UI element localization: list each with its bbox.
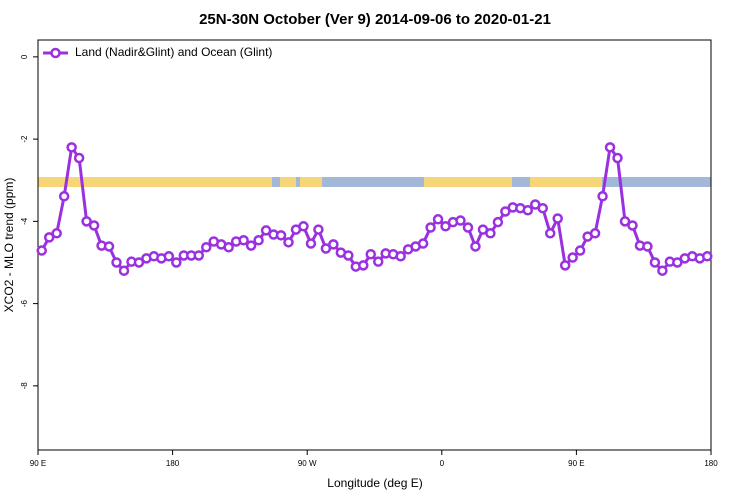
x-tick-label: 90 W: [298, 459, 317, 468]
data-point: [627, 220, 638, 231]
y-tick-label: -4: [20, 217, 29, 225]
y-tick-label: -6: [20, 299, 29, 307]
data-point: [470, 241, 481, 252]
x-tick-label: 180: [704, 459, 718, 468]
data-point: [537, 202, 548, 214]
data-point: [432, 214, 444, 225]
data-point: [43, 232, 55, 243]
data-point: [425, 222, 436, 233]
y-tick-label: -2: [20, 135, 29, 143]
data-point: [619, 216, 631, 227]
data-point: [245, 240, 257, 251]
data-point: [485, 228, 496, 239]
data-point: [283, 237, 294, 248]
y-axis-label: XCO2 - MLO trend (ppm): [2, 178, 16, 313]
data-point: [51, 228, 62, 239]
data-point: [66, 142, 77, 153]
data-point: [58, 191, 70, 202]
data-point: [103, 241, 115, 252]
data-point: [81, 216, 92, 227]
y-tick-label: -8: [20, 382, 29, 390]
data-point: [500, 206, 511, 217]
x-tick-label: 90 E: [568, 459, 584, 468]
data-point: [253, 235, 264, 246]
data-point: [702, 251, 713, 262]
data-point: [238, 235, 249, 246]
data-point: [559, 260, 571, 271]
data-point: [275, 230, 287, 241]
data-point: [492, 216, 504, 228]
data-point: [171, 257, 182, 268]
data-point: [313, 224, 324, 235]
data-point: [522, 205, 534, 216]
data-point: [343, 250, 354, 261]
y-tick-label: 0: [20, 54, 29, 59]
data-point: [201, 242, 212, 253]
data-point: [612, 152, 623, 164]
legend-marker: [50, 47, 61, 59]
x-axis-label: Longitude (deg E): [327, 476, 422, 490]
x-tick-label: 180: [166, 459, 180, 468]
data-point: [657, 265, 668, 276]
land-ocean-strip: [38, 177, 711, 187]
data-point: [223, 242, 234, 253]
data-point: [298, 221, 309, 232]
data-point: [328, 239, 339, 250]
data-point: [552, 213, 563, 224]
legend-label: Land (Nadir&Glint) and Ocean (Glint): [75, 45, 272, 59]
data-point: [440, 221, 451, 232]
data-point: [589, 228, 601, 239]
x-tick-label: 90 E: [30, 459, 46, 468]
data-point: [260, 225, 272, 236]
data-point: [597, 191, 608, 202]
data-point: [358, 260, 369, 271]
data-point: [455, 215, 466, 226]
data-point: [365, 249, 377, 260]
data-point: [320, 243, 332, 254]
plot-frame: [37, 39, 712, 451]
data-point: [73, 152, 85, 164]
data-point: [462, 222, 474, 233]
data-point: [544, 228, 556, 239]
data-point: [642, 241, 653, 252]
data-point: [133, 257, 145, 268]
data-point: [372, 256, 384, 267]
data-point: [111, 257, 122, 268]
data-point: [604, 142, 616, 153]
data-point: [395, 251, 406, 262]
data-point: [574, 245, 586, 256]
data-point: [163, 251, 175, 262]
data-point: [417, 238, 429, 249]
data-point: [88, 220, 100, 231]
data-point: [193, 250, 205, 261]
chart-title: 25N-30N October (Ver 9) 2014-09-06 to 20…: [199, 11, 551, 28]
data-point: [305, 238, 317, 249]
x-tick-label: 0: [440, 459, 445, 468]
data-point: [649, 257, 661, 268]
data-point: [567, 252, 578, 263]
data-point: [672, 257, 683, 268]
data-point: [118, 265, 130, 276]
data-point: [36, 245, 47, 256]
